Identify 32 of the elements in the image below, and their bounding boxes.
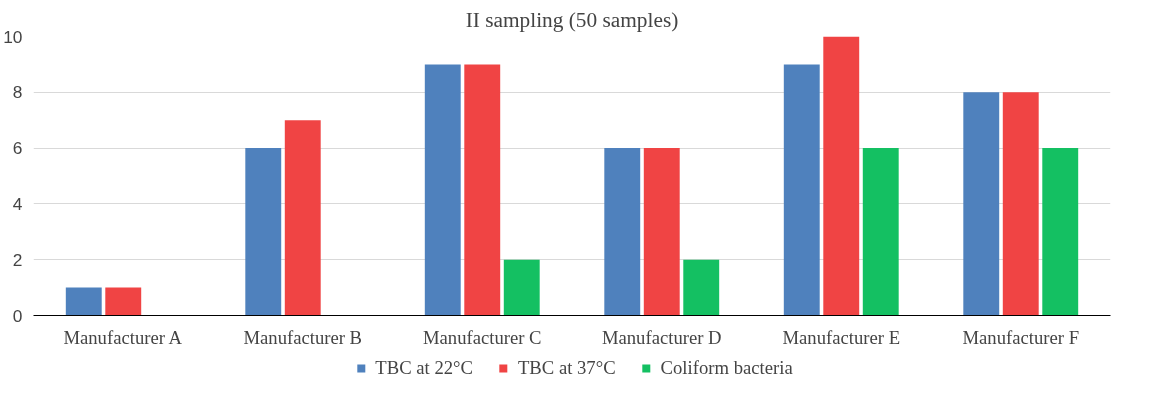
bar — [823, 36, 860, 316]
legend-label: TBC at 37°C — [517, 357, 616, 379]
bar — [503, 259, 540, 316]
y-tick-label: 0 — [12, 305, 23, 326]
bar — [783, 64, 820, 316]
bar — [683, 259, 720, 316]
x-tick-label: Manufacturer E — [782, 326, 901, 348]
chart-title: II sampling (50 samples) — [465, 7, 679, 32]
bar — [643, 148, 680, 316]
y-tick-label: 10 — [3, 26, 23, 47]
bar — [464, 64, 501, 316]
y-tick-label: 2 — [12, 249, 23, 270]
x-tick-label: Manufacturer D — [601, 326, 722, 348]
x-tick-label: Manufacturer B — [243, 326, 363, 348]
bar — [245, 148, 282, 316]
bar — [65, 287, 102, 316]
bar — [604, 148, 641, 316]
bar — [963, 92, 1000, 316]
y-tick-label: 6 — [12, 138, 23, 159]
legend-label: TBC at 22°C — [375, 357, 473, 379]
bar — [424, 64, 461, 316]
x-tick-label: Manufacturer A — [63, 326, 183, 348]
bar — [284, 120, 321, 316]
x-tick-label: Manufacturer F — [962, 326, 1080, 348]
bar — [1002, 92, 1039, 316]
x-tick-label: Manufacturer C — [422, 326, 542, 348]
y-tick-label: 4 — [12, 193, 23, 214]
legend-label: Coliform bacteria — [660, 357, 793, 379]
bar — [1042, 148, 1079, 316]
bar — [105, 287, 142, 316]
y-tick-label: 8 — [12, 82, 23, 103]
bar — [862, 148, 899, 316]
